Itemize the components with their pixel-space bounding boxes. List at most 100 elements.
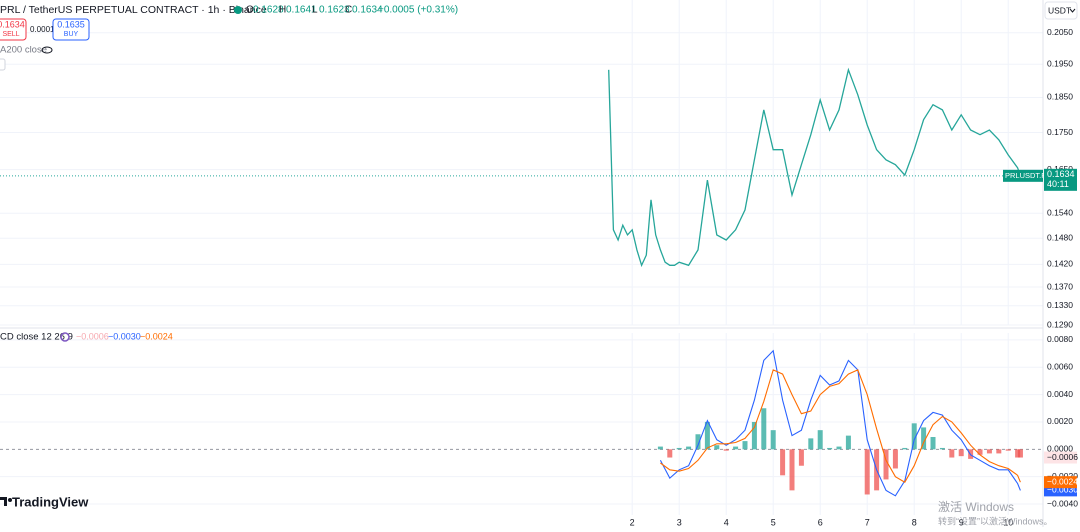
histogram-bar — [742, 441, 748, 450]
histogram-bar — [892, 449, 898, 469]
y-tick-label: 0.1370 — [1047, 281, 1073, 291]
y-tick-label: 0.1480 — [1047, 233, 1073, 243]
histogram-bar — [883, 449, 889, 480]
currency: USDT — [1048, 5, 1071, 15]
x-tick-label: 8 — [912, 517, 917, 527]
ohlc-value: 0.1623 — [319, 5, 350, 16]
histogram-bar — [657, 446, 663, 450]
y-tick-label: −0.0020 — [1047, 471, 1078, 481]
ohlc-label: C — [345, 5, 352, 16]
histogram-bar — [761, 408, 767, 450]
symbol-tag-box — [1003, 169, 1043, 182]
collapse-button[interactable] — [0, 58, 6, 71]
y-tick-label: 0.0020 — [1047, 416, 1073, 426]
price-line — [608, 67, 1022, 268]
buy-label: BUY — [64, 31, 79, 38]
macd-legend-signal: −0.0024 — [140, 331, 173, 341]
histogram-bar — [676, 447, 682, 450]
macd-line — [660, 369, 1021, 483]
countdown: 40:11 — [1047, 179, 1069, 189]
y-tick-label: 0.0060 — [1047, 361, 1073, 371]
x-tick-label: 2 — [630, 517, 635, 527]
y-tick-label: −0.0040 — [1047, 498, 1078, 508]
x-tick-label: 10 — [1003, 517, 1013, 527]
histogram-bar — [911, 423, 917, 450]
histogram-bar — [808, 438, 814, 450]
histogram-bar — [836, 446, 842, 450]
ohlc-value: 0.1628 — [253, 5, 284, 16]
histogram-bar — [667, 449, 673, 458]
sell-label: SELL — [2, 31, 19, 38]
y-tick-label: 0.0080 — [1047, 334, 1073, 344]
histogram-bar — [723, 449, 729, 451]
ohlc-label: H — [279, 5, 286, 16]
axis-tag-box — [1044, 451, 1077, 464]
eye-icon[interactable] — [41, 46, 53, 54]
histogram-bar — [921, 427, 927, 450]
histogram-bar — [798, 449, 804, 466]
histogram-bar — [977, 449, 983, 455]
currency-button[interactable] — [1044, 1, 1078, 20]
macd-line — [659, 349, 1021, 497]
axis-tag: −0.0030 — [1047, 485, 1078, 495]
x-tick-label: 9 — [959, 517, 964, 527]
histogram-bar — [996, 449, 1002, 454]
ohlc-value: 0.1641 — [286, 5, 317, 16]
axis-tag-box — [1044, 476, 1077, 489]
status-dot — [234, 6, 242, 14]
histogram-bar — [1017, 449, 1023, 458]
histogram-bar — [770, 430, 776, 450]
buy-button[interactable] — [52, 18, 90, 41]
histogram-bar — [864, 449, 870, 495]
ohlc-label: O — [246, 5, 254, 16]
watermark-subtitle: 转到“设置”以激活Windows。 — [938, 515, 1053, 526]
histogram-bar — [780, 449, 786, 476]
y-tick-label: 0.1330 — [1047, 300, 1073, 310]
histogram-bar — [789, 449, 795, 491]
histogram-bar — [958, 449, 964, 457]
price-tag-box — [1044, 168, 1077, 191]
macd-label: CD close 12 26 9 — [0, 332, 73, 343]
macd-legend-macd: −0.0030 — [108, 331, 141, 341]
brand: TradingView — [12, 494, 89, 509]
axis-tag: −0.0024 — [1047, 476, 1078, 486]
symbol-tag: PRLUSDT.P — [1005, 171, 1046, 180]
y-tick-label: 0.0040 — [1047, 389, 1073, 399]
histogram-bar — [704, 421, 710, 450]
histogram-bar — [817, 430, 823, 450]
histogram-bar — [939, 447, 945, 450]
symbol: PRL / TetherUS PERPETUAL CONTRACT · 1h ·… — [0, 4, 267, 16]
watermark-title: 激活 Windows — [938, 500, 1014, 514]
x-tick-label: 5 — [771, 517, 776, 527]
histogram-bar — [686, 446, 692, 450]
sell-button[interactable] — [0, 18, 27, 41]
brand-logo — [0, 497, 7, 506]
histogram-bar — [1015, 449, 1021, 458]
histogram-bar — [902, 447, 908, 450]
histogram-bar — [714, 445, 720, 450]
y-tick-label: 0.1420 — [1047, 259, 1073, 269]
x-tick-label: 3 — [677, 517, 682, 527]
sell-price: 0.1634 — [0, 19, 25, 29]
histogram-bar — [827, 447, 833, 450]
histogram-bar — [751, 421, 757, 450]
buy-price: 0.1635 — [57, 19, 85, 29]
y-tick-label: 0.1850 — [1047, 92, 1073, 102]
histogram-bar — [930, 437, 936, 450]
y-tick-label: 0.0000 — [1047, 444, 1073, 454]
y-tick-label: 0.1750 — [1047, 127, 1073, 137]
price-tag: 0.1634 — [1047, 169, 1075, 179]
indicator-icon[interactable] — [60, 332, 70, 342]
y-tick-label: 0.1950 — [1047, 59, 1073, 69]
grid: 0.20500.19500.18500.17500.16500.15400.14… — [0, 0, 1078, 515]
axis-tag: −0.0006 — [1047, 452, 1078, 462]
ohlc-label: L — [312, 5, 318, 16]
ma-label: A200 close — [0, 45, 47, 56]
ohlc-value: 0.1634 — [352, 5, 383, 16]
caret — [1069, 8, 1076, 13]
spread: 0.0001 — [30, 25, 55, 34]
histogram-bar — [949, 449, 955, 458]
